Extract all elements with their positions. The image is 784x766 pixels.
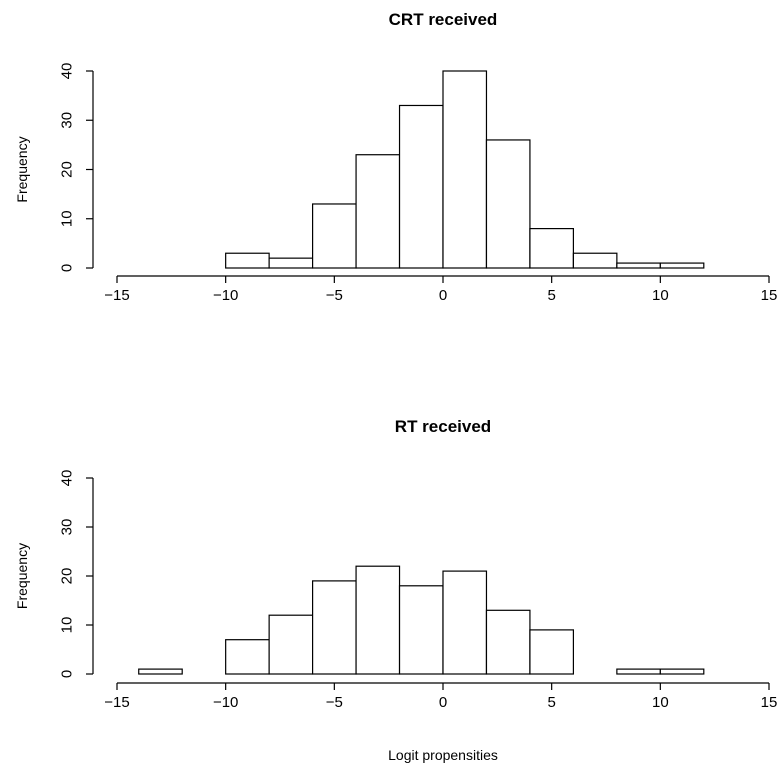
rt-y-tick-label: 20 xyxy=(59,568,76,585)
rt-x-tick-label: 10 xyxy=(652,694,669,711)
rt-histogram-bar xyxy=(616,668,661,675)
crt-x-tick-label: 0 xyxy=(439,287,447,304)
crt-x-tick-label: 10 xyxy=(652,287,669,304)
crt-histogram-bar xyxy=(659,262,705,269)
rt-x-axis-label: Logit propensities xyxy=(388,747,498,763)
crt-histogram-bar xyxy=(572,252,618,269)
rt-histogram-bar xyxy=(659,668,705,675)
crt-x-tick-label: 15 xyxy=(761,287,778,304)
crt-histogram-bar xyxy=(268,257,314,269)
rt-x-tick-label: 0 xyxy=(439,694,447,711)
rt-histogram-bar xyxy=(398,585,444,675)
rt-x-tick-label: 5 xyxy=(547,694,555,711)
rt-chart-title: RT received xyxy=(395,417,491,436)
crt-histogram-bar xyxy=(398,104,444,269)
rt-x-tick-label: −15 xyxy=(104,694,129,711)
rt-histogram-bar xyxy=(442,570,488,675)
crt-histogram-bar xyxy=(225,252,270,269)
crt-histogram-bar xyxy=(616,262,661,269)
crt-y-tick-label: 0 xyxy=(59,264,76,272)
rt-y-tick-label: 0 xyxy=(59,670,76,678)
rt-histogram-panel: RT received −15 −10 −5 0 5 10 15 0 10 20 30 40 Freque… xyxy=(14,417,777,763)
rt-histogram-bar xyxy=(485,609,531,675)
rt-histogram-bar xyxy=(312,580,357,675)
rt-x-tick-label: 15 xyxy=(761,694,778,711)
rt-histogram-bar xyxy=(268,614,314,675)
crt-y-tick-label: 30 xyxy=(59,112,76,129)
crt-histogram-bar xyxy=(312,203,357,269)
crt-y-axis-label: Frequency xyxy=(14,136,30,202)
crt-y-tick-label: 10 xyxy=(59,210,76,227)
rt-x-tick-label: −5 xyxy=(326,694,343,711)
crt-x-tick-label: −5 xyxy=(326,287,343,304)
rt-histogram-bar xyxy=(225,639,270,675)
rt-x-tick-label: −10 xyxy=(213,694,238,711)
rt-y-tick-label: 30 xyxy=(59,519,76,536)
rt-histogram-bar xyxy=(529,629,575,675)
crt-histogram-bar xyxy=(529,228,575,269)
rt-y-tick-label: 10 xyxy=(59,617,76,634)
crt-x-tick-label: −10 xyxy=(213,287,238,304)
crt-x-tick-label: −15 xyxy=(104,287,129,304)
crt-histogram-bar xyxy=(355,154,401,269)
crt-y-tick-label: 40 xyxy=(59,63,76,80)
crt-x-tick-label: 5 xyxy=(547,287,555,304)
rt-histogram-bar xyxy=(355,565,401,675)
crt-histogram-panel: CRT received −15 −10 −5 0 5 10 15 0 10 20 30 40 Frequ… xyxy=(14,10,777,304)
rt-y-tick-label: 40 xyxy=(59,470,76,487)
crt-y-tick-label: 20 xyxy=(59,161,76,178)
crt-histogram-bar xyxy=(485,139,531,269)
crt-histogram-bar xyxy=(442,70,488,269)
crt-chart-title: CRT received xyxy=(389,10,498,29)
rt-histogram-bar xyxy=(138,668,183,675)
rt-y-axis-label: Frequency xyxy=(14,543,30,609)
